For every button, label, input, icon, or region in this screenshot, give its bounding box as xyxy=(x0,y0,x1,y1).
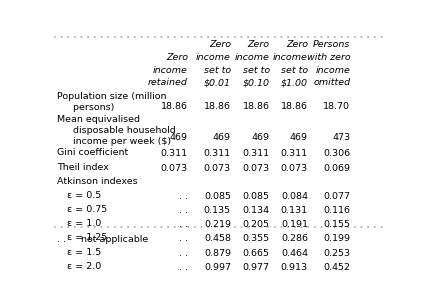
Text: . .: . . xyxy=(179,192,188,201)
Text: 469: 469 xyxy=(252,133,270,142)
Text: 0.665: 0.665 xyxy=(243,248,270,258)
Text: persons): persons) xyxy=(67,103,114,112)
Text: 0.977: 0.977 xyxy=(243,263,270,272)
Text: 0.085: 0.085 xyxy=(243,192,270,201)
Text: Population size (million: Population size (million xyxy=(57,92,166,101)
Text: set to: set to xyxy=(204,66,231,75)
Text: . .: . . xyxy=(57,235,66,244)
Text: Zero: Zero xyxy=(166,53,188,62)
Text: Mean equivalised: Mean equivalised xyxy=(57,115,140,124)
Text: ε = 1.0: ε = 1.0 xyxy=(67,219,101,228)
Text: 0.073: 0.073 xyxy=(160,164,188,173)
Text: $0.01: $0.01 xyxy=(204,78,231,87)
Text: ε = 0.75: ε = 0.75 xyxy=(67,205,107,214)
Text: 0.131: 0.131 xyxy=(281,206,308,215)
Text: Zero: Zero xyxy=(209,40,231,50)
Text: . .: . . xyxy=(179,220,188,229)
Text: 0.073: 0.073 xyxy=(281,164,308,173)
Text: . .: . . xyxy=(179,263,188,272)
Text: 0.155: 0.155 xyxy=(324,220,351,229)
Text: Zero: Zero xyxy=(248,40,270,50)
Text: 0.199: 0.199 xyxy=(324,234,351,243)
Text: 0.134: 0.134 xyxy=(243,206,270,215)
Text: not applicable: not applicable xyxy=(72,235,148,244)
Text: 469: 469 xyxy=(170,133,188,142)
Text: with zero: with zero xyxy=(306,53,351,62)
Text: 0.077: 0.077 xyxy=(324,192,351,201)
Text: disposable household: disposable household xyxy=(67,126,175,135)
Text: 18.86: 18.86 xyxy=(161,102,188,111)
Text: . .: . . xyxy=(179,234,188,243)
Text: 18.70: 18.70 xyxy=(324,102,351,111)
Text: 18.86: 18.86 xyxy=(243,102,270,111)
Text: retained: retained xyxy=(148,78,188,87)
Text: $1.00: $1.00 xyxy=(281,78,308,87)
Text: 0.458: 0.458 xyxy=(204,234,231,243)
Text: Gini coefficient: Gini coefficient xyxy=(57,148,128,157)
Text: 0.311: 0.311 xyxy=(243,149,270,158)
Text: 0.452: 0.452 xyxy=(324,263,351,272)
Text: ε = 2.0: ε = 2.0 xyxy=(67,262,101,271)
Text: Zero: Zero xyxy=(286,40,308,50)
Text: 0.311: 0.311 xyxy=(160,149,188,158)
Text: income: income xyxy=(153,66,188,75)
Text: set to: set to xyxy=(281,66,308,75)
Text: Persons: Persons xyxy=(313,40,351,50)
Text: 0.069: 0.069 xyxy=(324,164,351,173)
Text: Theil index: Theil index xyxy=(57,162,109,171)
Text: omitted: omitted xyxy=(313,78,351,87)
Text: $0.10: $0.10 xyxy=(243,78,270,87)
Text: 0.116: 0.116 xyxy=(324,206,351,215)
Text: . .: . . xyxy=(179,248,188,258)
Text: . .: . . xyxy=(179,206,188,215)
Text: income: income xyxy=(196,53,231,62)
Text: 0.306: 0.306 xyxy=(323,149,351,158)
Text: 0.355: 0.355 xyxy=(243,234,270,243)
Text: 0.084: 0.084 xyxy=(281,192,308,201)
Text: income: income xyxy=(235,53,270,62)
Text: 0.311: 0.311 xyxy=(204,149,231,158)
Text: 0.205: 0.205 xyxy=(243,220,270,229)
Text: ε = 0.5: ε = 0.5 xyxy=(67,191,101,200)
Text: 0.135: 0.135 xyxy=(204,206,231,215)
Text: income: income xyxy=(273,53,308,62)
Text: 0.464: 0.464 xyxy=(281,248,308,258)
Text: ε = 1.5: ε = 1.5 xyxy=(67,248,101,256)
Text: 0.219: 0.219 xyxy=(204,220,231,229)
Text: 0.286: 0.286 xyxy=(281,234,308,243)
Text: income: income xyxy=(315,66,351,75)
Text: set to: set to xyxy=(243,66,270,75)
Text: 0.085: 0.085 xyxy=(204,192,231,201)
Text: 469: 469 xyxy=(290,133,308,142)
Text: 473: 473 xyxy=(332,133,351,142)
Text: 0.997: 0.997 xyxy=(204,263,231,272)
Text: 18.86: 18.86 xyxy=(281,102,308,111)
Text: income per week ($): income per week ($) xyxy=(67,137,171,146)
Text: 0.253: 0.253 xyxy=(323,248,351,258)
Text: 469: 469 xyxy=(213,133,231,142)
Text: 0.073: 0.073 xyxy=(204,164,231,173)
Text: ε = 1.25: ε = 1.25 xyxy=(67,233,107,242)
Text: 0.913: 0.913 xyxy=(281,263,308,272)
Text: 0.311: 0.311 xyxy=(281,149,308,158)
Text: Atkinson indexes: Atkinson indexes xyxy=(57,177,137,186)
Text: 0.191: 0.191 xyxy=(281,220,308,229)
Text: 18.86: 18.86 xyxy=(204,102,231,111)
Text: 0.879: 0.879 xyxy=(204,248,231,258)
Text: 0.073: 0.073 xyxy=(243,164,270,173)
